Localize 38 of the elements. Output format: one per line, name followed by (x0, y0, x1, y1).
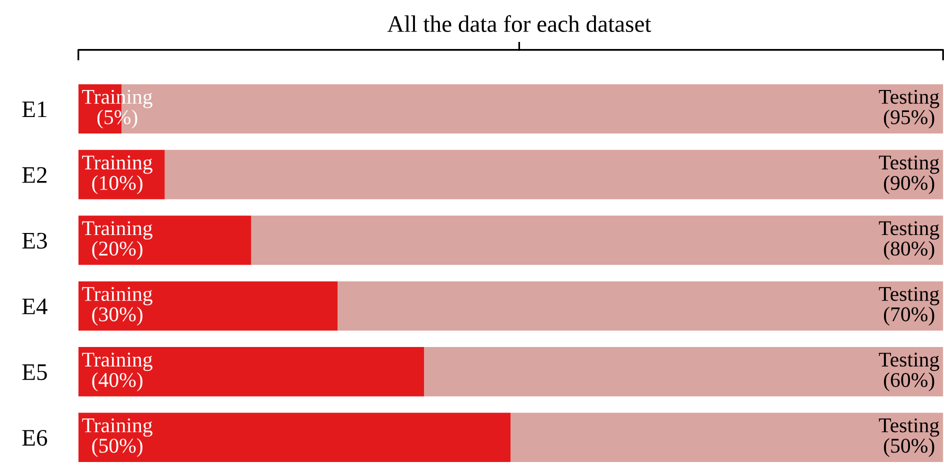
text: Testing (878, 221, 940, 240)
bar (78, 412, 511, 462)
text: Testing (878, 352, 940, 371)
text: Training (82, 286, 152, 306)
text: Training (82, 352, 152, 371)
data-label: (95%) (884, 110, 934, 128)
text: Testing (878, 156, 940, 174)
chart-title: All the data for each dataset (387, 15, 652, 32)
bar (424, 347, 944, 396)
series-label: Testing (878, 90, 940, 108)
data-label: (90%) (884, 175, 934, 194)
text: Training (82, 221, 152, 240)
data-label: (10%) (92, 175, 142, 194)
bar (78, 216, 252, 265)
data-label: (50%) (92, 438, 142, 458)
data-label: (80%) (884, 240, 934, 260)
text: Training (82, 156, 152, 174)
data-label: (20%) (92, 240, 142, 260)
y-tick-label: E5 (22, 364, 47, 380)
bar (164, 150, 944, 200)
bar (510, 412, 944, 462)
y-tick-label: E3 (22, 232, 47, 249)
data-label: (40%) (92, 372, 142, 392)
y-tick-label: E4 (22, 298, 48, 314)
y-tick-label: E1 (22, 101, 46, 118)
data-label: (30%) (92, 306, 142, 326)
y-tick-label: E2 (22, 167, 46, 183)
bar (251, 216, 944, 265)
data-label: (70%) (884, 306, 934, 326)
text: Testing (878, 286, 940, 306)
bar (78, 347, 424, 396)
text: Testing (878, 418, 940, 437)
text: Training (82, 418, 152, 437)
bar (78, 281, 338, 331)
bar (338, 281, 944, 331)
data-label: (60%) (884, 372, 934, 392)
data-label: (50%) (884, 438, 934, 458)
y-tick-label: E6 (22, 430, 48, 446)
